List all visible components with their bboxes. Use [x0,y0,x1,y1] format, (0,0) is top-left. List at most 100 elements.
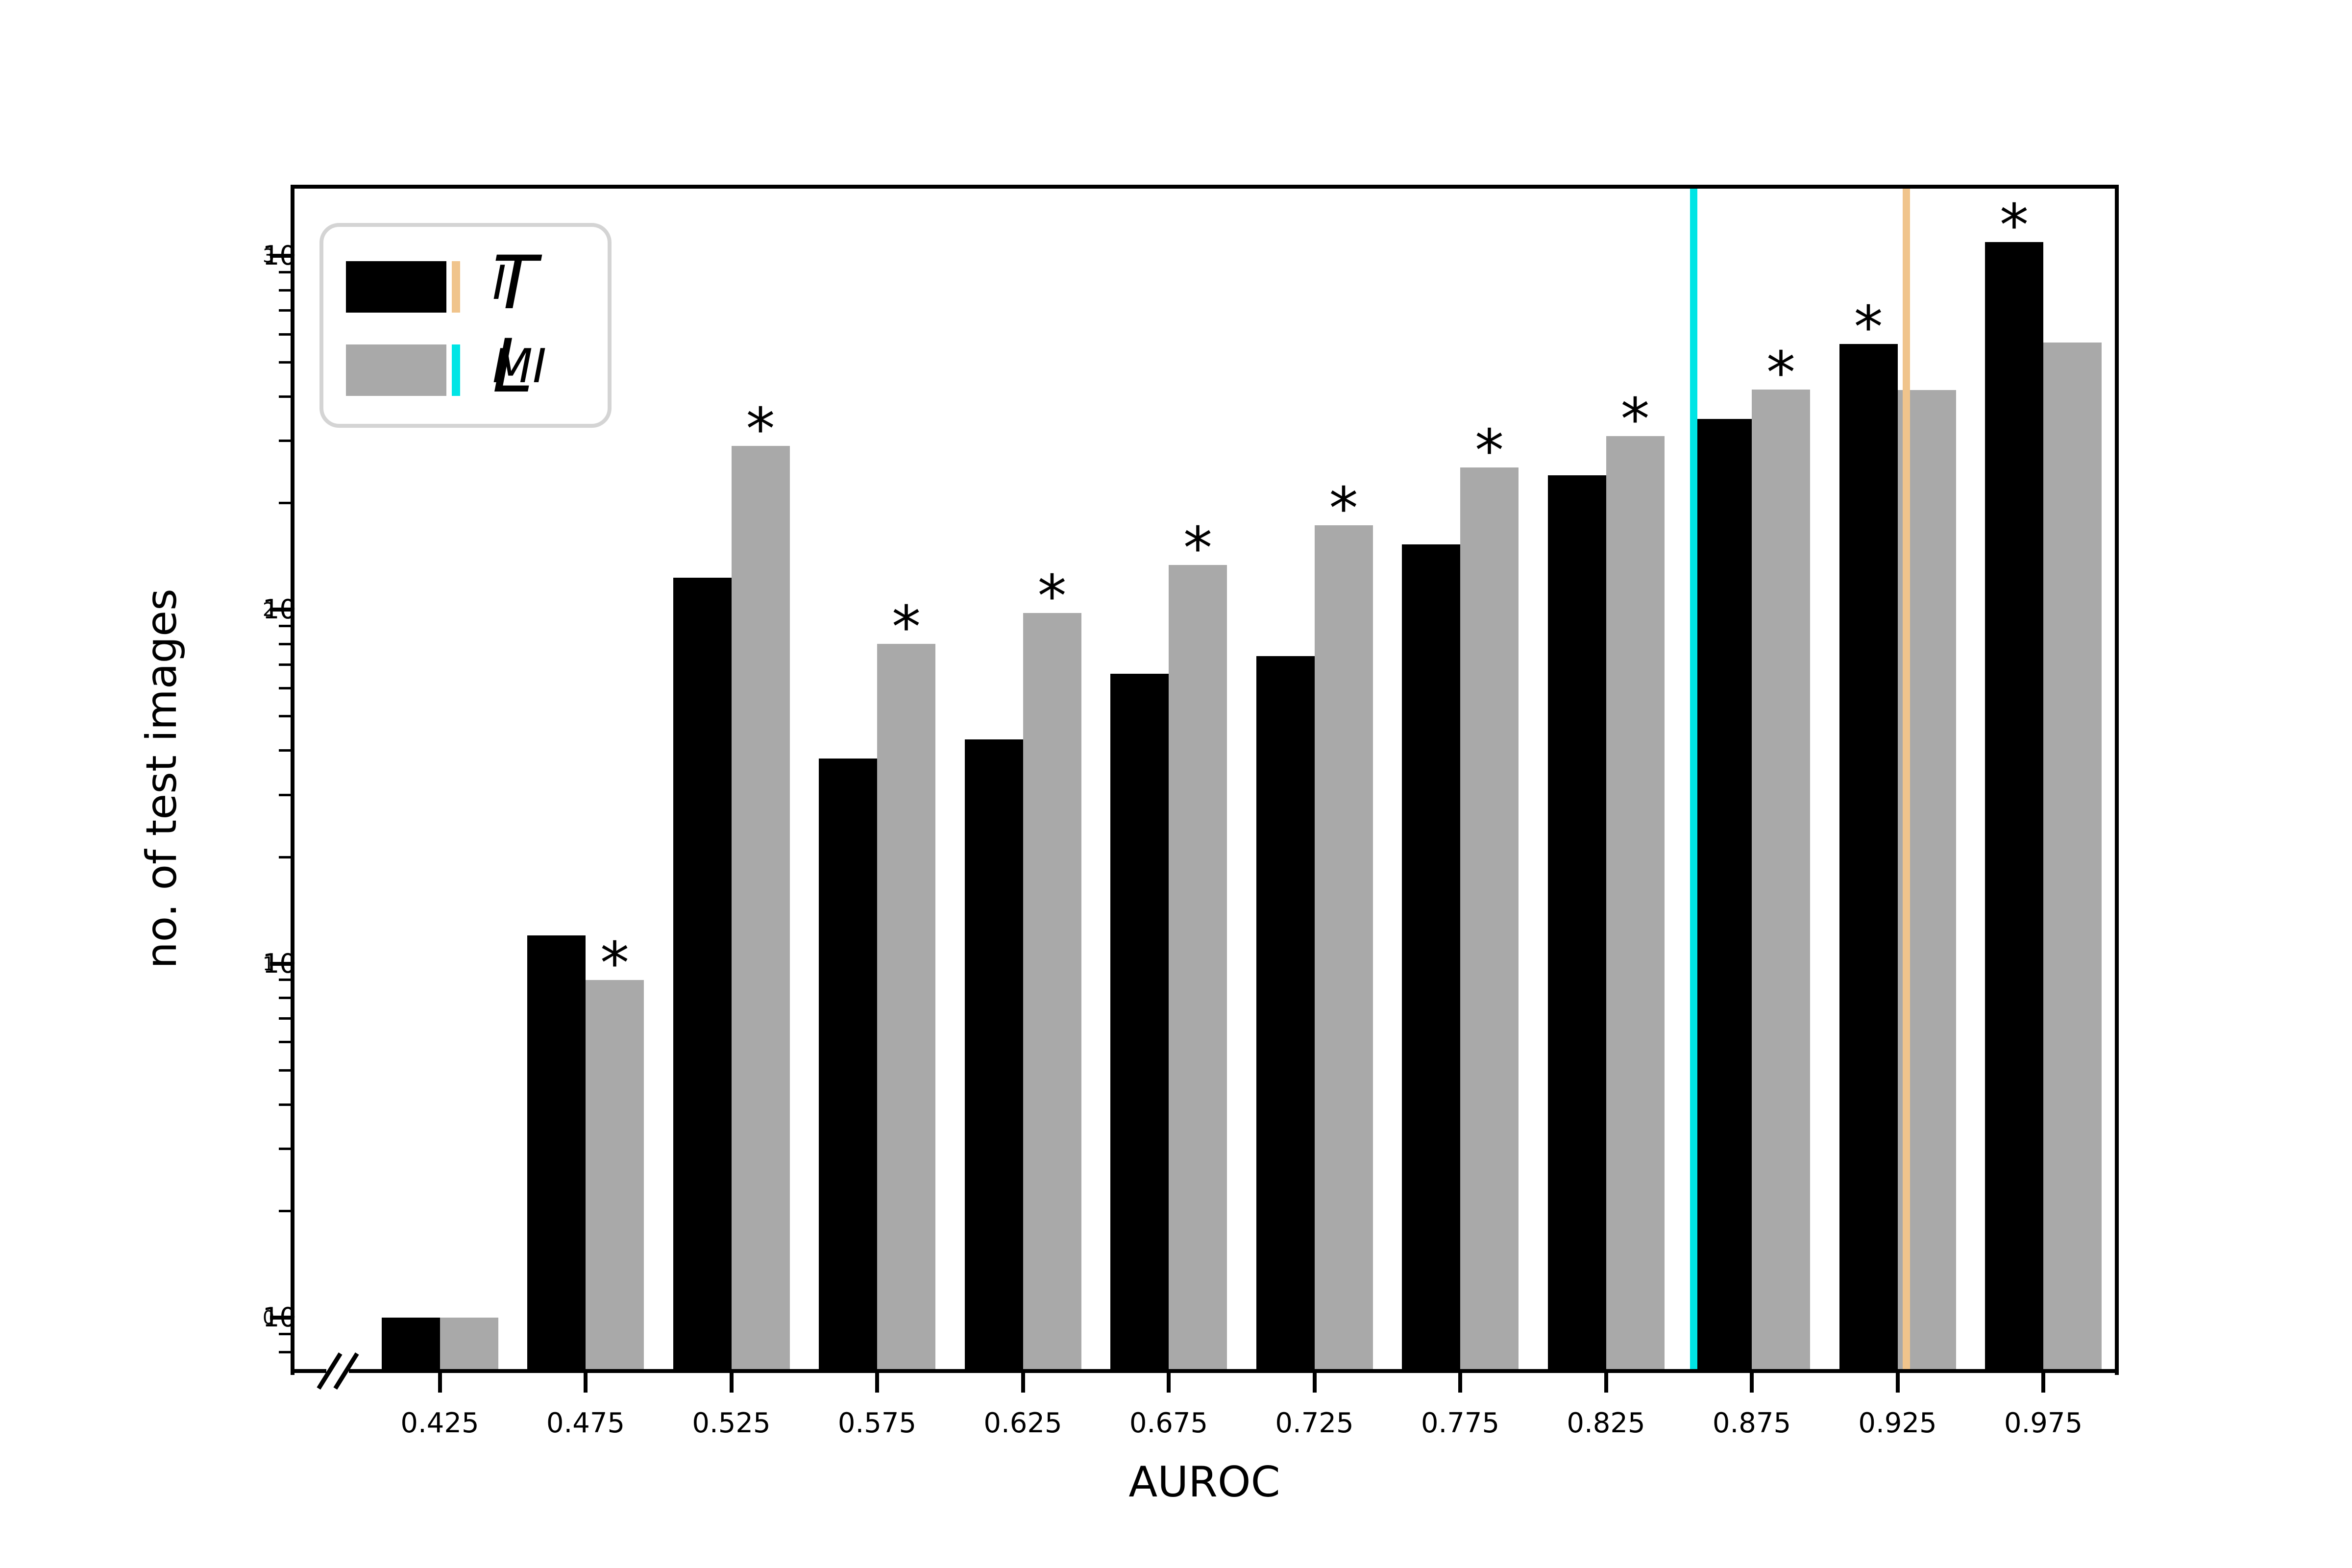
y-minor-tick-50 [279,715,291,718]
bar-L_MI-0.975 [2043,343,2102,1371]
y-minor-tick-4 [279,1103,291,1106]
y-minor-tick-0.8 [279,1350,291,1353]
y-tick-base: 10 [263,948,296,979]
bar-L_MI-0.775 [1460,467,1519,1371]
y-axis-label: no. of test images [137,588,186,969]
bar-T_II-0.975 [1985,242,2043,1371]
legend-tick-lmi [452,344,460,396]
axis-spine-left [291,185,294,1375]
legend: T II L MI [319,223,612,428]
y-minor-tick-70 [279,663,291,666]
x-tick-label-0.625: 0.625 [983,1407,1062,1439]
y-tick-base: 10 [263,1302,296,1333]
x-tick-0.425 [438,1373,442,1393]
significance-star-0.725: * [1329,474,1358,542]
legend-swatch-tii [346,261,446,313]
x-tick-label-0.925: 0.925 [1858,1407,1937,1439]
y-tick-exponent: 1 [263,953,275,975]
significance-star-0.775: * [1475,416,1504,485]
y-tick-10e3 [270,254,291,258]
x-tick-label-0.675: 0.675 [1129,1407,1208,1439]
significance-star-0.875: * [1766,338,1795,406]
y-tick-exponent: 3 [263,245,275,267]
bar-T_II-0.725 [1256,656,1315,1371]
bar-T_II-0.525 [673,578,732,1371]
x-tick-0.875 [1750,1373,1754,1393]
y-minor-tick-600 [279,333,291,336]
y-minor-tick-800 [279,289,291,292]
y-minor-tick-9 [279,979,291,981]
bar-L_MI-0.825 [1606,436,1665,1371]
bar-L_MI-0.425 [440,1318,498,1371]
bar-L_MI-0.525 [731,446,790,1371]
y-minor-tick-900 [279,270,291,273]
bar-T_II-0.875 [1693,418,1752,1371]
x-tick-0.675 [1167,1373,1171,1393]
y-minor-tick-5 [279,1069,291,1072]
x-tick-0.975 [2041,1373,2045,1393]
axis-spine-top [291,185,2119,189]
legend-label-tii-main: T [492,241,538,326]
y-tick-10e0 [270,1316,291,1320]
y-minor-tick-80 [279,642,291,645]
x-tick-label-0.875: 0.875 [1712,1407,1791,1439]
x-tick-label-0.825: 0.825 [1567,1407,1645,1439]
y-minor-tick-6 [279,1041,291,1044]
legend-label-tii-sub: II [492,256,520,310]
y-minor-tick-60 [279,687,291,690]
bar-T_II-0.675 [1110,673,1169,1371]
x-tick-0.475 [584,1373,588,1393]
y-minor-tick-700 [279,309,291,312]
significance-star-0.475: * [600,929,629,997]
y-minor-tick-40 [279,749,291,752]
y-minor-tick-90 [279,624,291,627]
y-minor-tick-200 [279,502,291,505]
legend-swatch-lmi [346,344,446,396]
x-tick-0.725 [1312,1373,1317,1393]
significance-star-0.525: * [746,395,775,463]
x-tick-0.775 [1458,1373,1462,1393]
y-minor-tick-20 [279,856,291,858]
bar-T_II-0.825 [1547,475,1606,1371]
x-axis-label: AUROC [1128,1458,1280,1507]
legend-tick-tii [452,261,460,313]
significance-star-0.975: * [2000,191,2029,259]
x-tick-label-0.775: 0.775 [1421,1407,1500,1439]
y-tick-10e2 [270,608,291,612]
x-tick-0.825 [1604,1373,1608,1393]
legend-label-lmi-main: L [492,324,534,409]
bar-T_II-0.575 [819,758,877,1371]
y-minor-tick-500 [279,361,291,364]
bar-L_MI-0.875 [1752,389,1810,1371]
y-minor-tick-0.9 [279,1332,291,1335]
x-tick-label-0.975: 0.975 [2004,1407,2083,1439]
x-tick-label-0.525: 0.525 [692,1407,771,1439]
bar-T_II-0.475 [527,935,586,1371]
legend-label-lmi-sub: MI [492,340,546,393]
y-tick-10e1 [270,961,291,966]
axis-spine-bottom [291,1369,2119,1373]
x-tick-label-0.425: 0.425 [400,1407,479,1439]
bar-T_II-0.925 [1839,344,1898,1371]
x-tick-0.625 [1021,1373,1025,1393]
bar-T_II-0.775 [1402,544,1460,1371]
x-tick-0.575 [875,1373,879,1393]
y-minor-tick-3 [279,1147,291,1150]
significance-star-0.675: * [1183,514,1212,582]
x-tick-label-0.725: 0.725 [1275,1407,1354,1439]
y-tick-base: 10 [263,594,296,625]
y-minor-tick-300 [279,440,291,442]
y-minor-tick-30 [279,793,291,796]
bar-L_MI-0.575 [877,644,935,1371]
y-minor-tick-400 [279,395,291,398]
y-tick-exponent: 2 [263,599,275,621]
significance-star-0.625: * [1037,562,1067,630]
y-minor-tick-2 [279,1210,291,1213]
y-minor-tick-7 [279,1017,291,1020]
y-tick-exponent: 0 [263,1307,275,1328]
x-tick-label-0.575: 0.575 [837,1407,917,1439]
y-tick-base: 10 [263,240,296,271]
bar-L_MI-0.725 [1314,525,1373,1371]
